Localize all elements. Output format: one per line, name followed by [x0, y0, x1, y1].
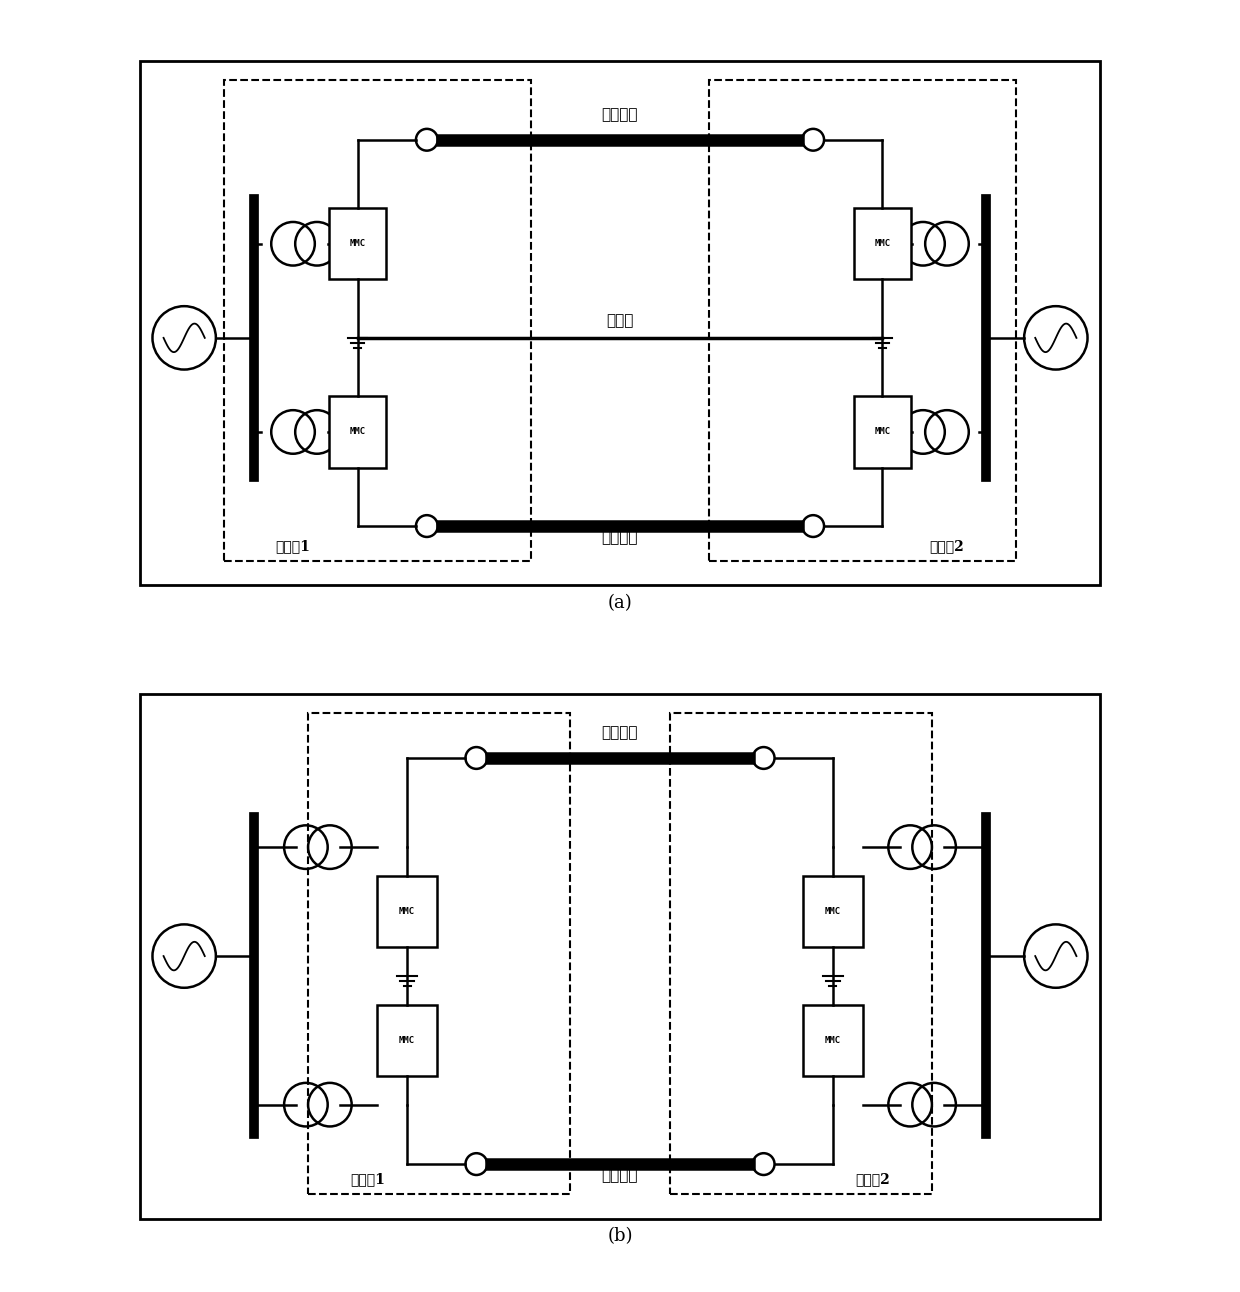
Text: MMC: MMC	[350, 428, 366, 437]
Bar	[854, 397, 911, 468]
Bar	[308, 713, 570, 1194]
Text: MMC: MMC	[350, 239, 366, 248]
Bar	[377, 1005, 436, 1076]
Bar	[329, 397, 386, 468]
Text: 换流站2: 换流站2	[930, 539, 965, 553]
Text: 直流电缆: 直流电缆	[601, 531, 639, 545]
Bar	[140, 694, 1100, 1218]
Text: 直流电缆: 直流电缆	[601, 726, 639, 740]
Text: MMC: MMC	[874, 239, 890, 248]
Bar	[223, 80, 531, 561]
Text: 换流站1: 换流站1	[350, 1172, 384, 1186]
Text: (a): (a)	[608, 594, 632, 612]
Text: MMC: MMC	[399, 907, 415, 916]
Text: (b): (b)	[608, 1227, 632, 1245]
Text: 回流线: 回流线	[606, 314, 634, 328]
Bar	[709, 80, 1017, 561]
Bar	[804, 1005, 863, 1076]
Text: MMC: MMC	[825, 907, 841, 916]
Bar	[670, 713, 932, 1194]
Text: MMC: MMC	[825, 1036, 841, 1045]
Text: 直流电缆: 直流电缆	[601, 109, 639, 121]
Text: 直流电缆: 直流电缆	[601, 1169, 639, 1183]
Text: MMC: MMC	[874, 428, 890, 437]
Bar	[377, 876, 436, 947]
Bar	[329, 208, 386, 279]
Text: MMC: MMC	[399, 1036, 415, 1045]
Bar	[854, 208, 911, 279]
Bar	[140, 61, 1100, 585]
Text: 换流站1: 换流站1	[275, 539, 310, 553]
Text: 换流站2: 换流站2	[856, 1172, 890, 1186]
Bar	[804, 876, 863, 947]
